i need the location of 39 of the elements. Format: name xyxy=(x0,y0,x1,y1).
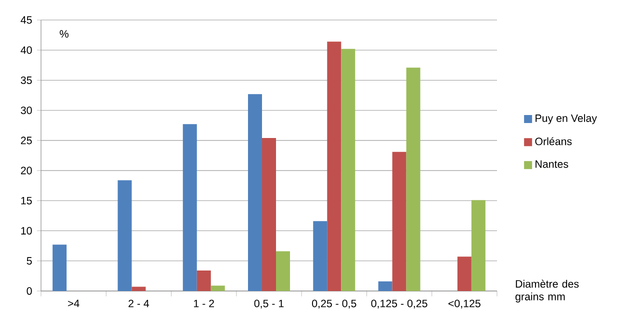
y-tick-label: 5 xyxy=(26,257,32,265)
bar xyxy=(132,286,146,291)
bar xyxy=(182,124,197,291)
bar xyxy=(406,68,420,291)
y-tick-label: 20 xyxy=(20,166,32,174)
bar xyxy=(262,138,276,291)
legend-label: Orléans xyxy=(535,137,572,146)
bar xyxy=(52,244,67,291)
x-tick-label: 0,25 - 0,5 xyxy=(312,300,356,309)
y-tick-label: 25 xyxy=(20,136,32,144)
x-tick-label: >4 xyxy=(68,300,80,308)
x-tick-label: 0,125 - 0,25 xyxy=(371,300,428,309)
x-axis-title: Diamètre des grains mm xyxy=(515,280,579,302)
bar xyxy=(378,281,392,291)
x-tick-label: 1 - 2 xyxy=(194,300,214,308)
bar xyxy=(196,270,211,291)
bar xyxy=(313,221,328,291)
bar xyxy=(341,48,356,291)
x-tick-label: <0,125 xyxy=(448,300,480,309)
y-tick-label: 10 xyxy=(21,227,32,235)
y-tick-label: 40 xyxy=(20,46,32,54)
bar xyxy=(457,256,472,291)
legend-label: Puy en Velay xyxy=(536,114,597,124)
bar xyxy=(392,152,406,291)
bar xyxy=(276,251,290,291)
bar xyxy=(118,180,132,291)
x-tick-label: 0,5 - 1 xyxy=(254,300,284,309)
bar xyxy=(471,200,486,291)
bar xyxy=(327,42,342,291)
x-tick-label: 2 - 4 xyxy=(128,300,150,308)
y-tick-label: 15 xyxy=(21,196,32,204)
legend-label: Nantes xyxy=(536,160,568,168)
y-tick-label: 45 xyxy=(20,16,32,24)
y-axis-title: % xyxy=(60,30,68,38)
bar xyxy=(210,286,225,291)
y-tick-label: 30 xyxy=(20,106,32,114)
y-tick-label: 35 xyxy=(20,76,32,84)
bar xyxy=(248,94,262,291)
y-tick-label: 0 xyxy=(26,287,32,295)
